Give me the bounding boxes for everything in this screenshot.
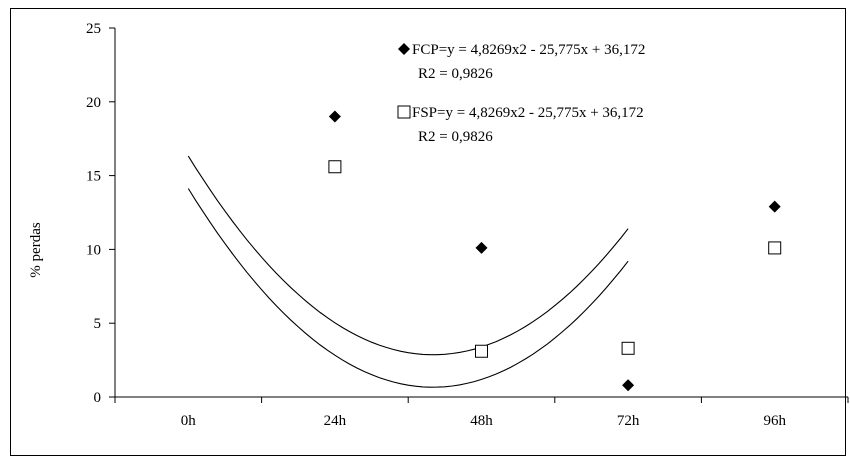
y-tick-label: 0 bbox=[94, 390, 102, 406]
x-tick-label: 72h bbox=[617, 413, 640, 429]
trend-lines bbox=[187, 155, 629, 388]
trend-line-fcp bbox=[187, 155, 629, 356]
point-fsp bbox=[328, 160, 342, 174]
x-tick-label: 96h bbox=[763, 413, 786, 429]
x-tick-label: 48h bbox=[470, 413, 493, 429]
y-tick-label: 25 bbox=[86, 21, 101, 37]
legend-trend-label: FCP=y = 4,8269x2 - 25,775x + 36,172 bbox=[412, 42, 645, 58]
legend-marker-fsp bbox=[397, 105, 411, 119]
axes: 0 5 10 15 20 25 0h 24h 48h 72h 96h bbox=[86, 21, 849, 429]
y-axis-label: % perdas bbox=[28, 222, 44, 278]
x-tick-label: 24h bbox=[324, 413, 347, 429]
chart-frame bbox=[10, 8, 846, 456]
point-fcp bbox=[768, 200, 781, 213]
trend-line-fsp bbox=[187, 188, 629, 388]
point-fsp bbox=[475, 344, 488, 358]
point-fcp bbox=[328, 110, 341, 123]
point-fsp bbox=[768, 241, 782, 255]
legend-r2-label: R2 = 0,9826 bbox=[418, 129, 493, 145]
point-fcp bbox=[475, 241, 488, 254]
point-fsp bbox=[621, 341, 635, 355]
legend-r2-label: R2 = 0,9826 bbox=[418, 66, 493, 82]
y-tick-label: 15 bbox=[86, 169, 101, 185]
x-tick-label: 0h bbox=[181, 413, 197, 429]
point-fcp bbox=[622, 379, 635, 392]
y-tick-label: 10 bbox=[86, 242, 101, 258]
y-tick-label: 5 bbox=[94, 316, 102, 332]
y-tick-label: 20 bbox=[86, 95, 101, 111]
legend-trend-label: FSP=y = 4,8269x2 - 25,775x + 36,172 bbox=[412, 105, 644, 121]
legend: FCP=y = 4,8269x2 - 25,775x + 36,172 R2 = … bbox=[397, 42, 645, 145]
data-points bbox=[328, 110, 782, 392]
legend-marker-fcp bbox=[398, 43, 410, 55]
